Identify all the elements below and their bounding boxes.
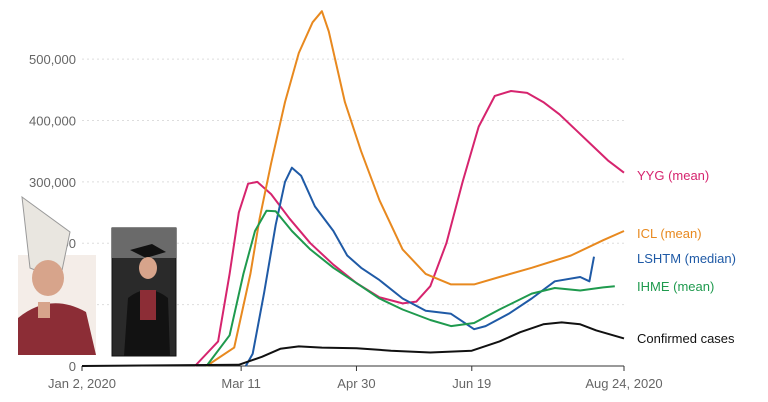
x-tick-label: Apr 30 xyxy=(337,376,375,391)
series-line-yyg-mean xyxy=(194,90,625,367)
x-tick-label: Mar 11 xyxy=(221,376,261,391)
series-label-confirmed-cases: Confirmed cases xyxy=(637,331,735,346)
x-tick-label: Jun 19 xyxy=(452,376,491,391)
photo-collage xyxy=(18,195,177,357)
series-line-ihme-mean xyxy=(205,209,615,367)
y-tick-label: 500,000 xyxy=(29,52,76,67)
y-tick-label: 0 xyxy=(69,359,76,374)
series-line-icl-mean xyxy=(205,10,625,367)
series-label-yyg-mean: YYG (mean) xyxy=(637,168,709,183)
y-tick-label: 400,000 xyxy=(29,113,76,128)
y-tick-label: 300,000 xyxy=(29,175,76,190)
series-lines xyxy=(81,10,625,367)
series-label-icl-mean: ICL (mean) xyxy=(637,226,702,241)
graduation-photo xyxy=(111,227,177,357)
x-tick-label: Jan 2, 2020 xyxy=(48,376,116,391)
x-tick-label: Aug 24, 2020 xyxy=(585,376,662,391)
x-tick-labels: Jan 2, 2020 Mar 11 Apr 30 Jun 19 Aug 24, 202… xyxy=(48,366,663,391)
series-label-ihme-mean: IHME (mean) xyxy=(637,279,714,294)
series-labels: YYG (mean) ICL (mean) LSHTM (median) IHME (… xyxy=(637,168,736,346)
dunce-cap-photo xyxy=(18,195,96,355)
series-label-lshtm-median: LSHTM (median) xyxy=(637,251,736,266)
